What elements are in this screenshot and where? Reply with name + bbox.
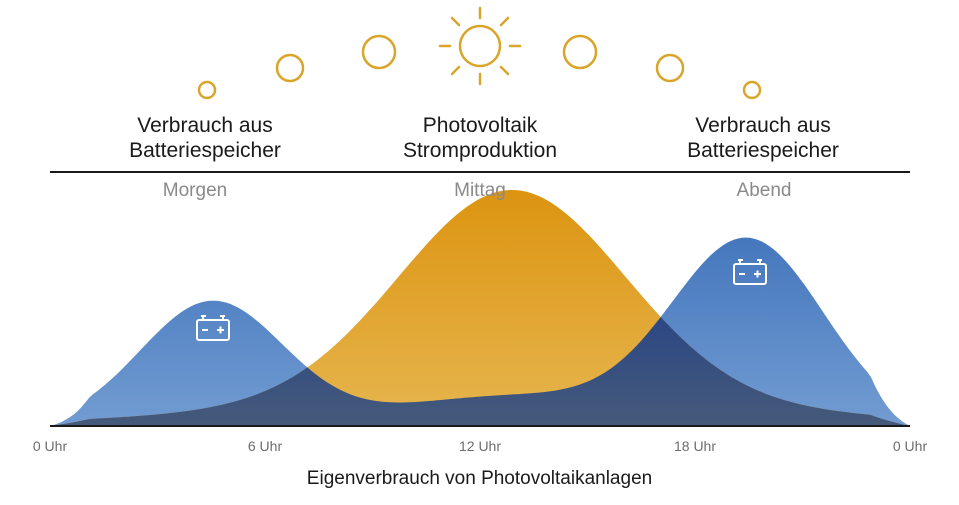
- heading-evening: Verbrauch aus Batteriespeicher: [653, 113, 873, 163]
- battery-icon: [196, 315, 230, 341]
- tick-label: 0 Uhr: [32, 438, 68, 454]
- sun-icon: [438, 6, 522, 86]
- sun-dot-2: [275, 53, 305, 83]
- sun-dot-3: [361, 34, 397, 70]
- period-evening: Abend: [736, 180, 792, 201]
- sun-dot-4: [562, 34, 598, 70]
- battery-icon: [733, 259, 767, 285]
- sun-dot-5: [655, 53, 685, 83]
- period-noon: Mittag: [454, 180, 506, 201]
- heading-line: Batteriespeicher: [687, 139, 839, 162]
- tick-label: 6 Uhr: [247, 438, 283, 454]
- heading-line: Batteriespeicher: [129, 139, 281, 162]
- heading-morning: Verbrauch aus Batteriespeicher: [95, 113, 315, 163]
- heading-line: Photovoltaik: [422, 114, 538, 137]
- heading-noon: Photovoltaik Stromproduktion: [370, 113, 590, 163]
- tick-label: 18 Uhr: [673, 438, 717, 454]
- sun-dot-6: [742, 80, 762, 100]
- period-morning: Morgen: [162, 180, 228, 201]
- tick-label: 12 Uhr: [458, 438, 502, 454]
- heading-line: Verbrauch aus: [695, 114, 831, 137]
- caption: Eigenverbrauch von Photovoltaikanlagen: [306, 468, 653, 489]
- sun-dot-1: [197, 80, 217, 100]
- heading-line: Stromproduktion: [402, 139, 558, 162]
- heading-line: Verbrauch aus: [137, 114, 273, 137]
- tick-label: 0 Uhr: [892, 438, 928, 454]
